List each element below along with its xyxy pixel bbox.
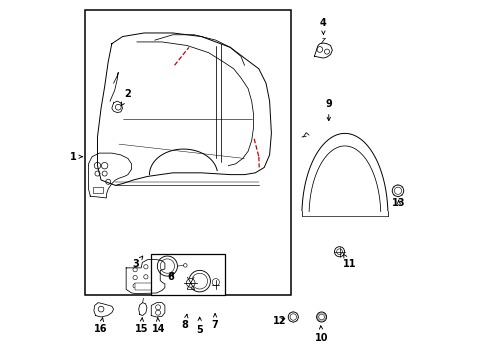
Bar: [93, 187, 102, 193]
Circle shape: [394, 187, 401, 194]
Circle shape: [336, 249, 342, 255]
Circle shape: [98, 306, 104, 312]
Circle shape: [102, 171, 107, 176]
Text: 3: 3: [133, 256, 142, 269]
Text: 1: 1: [70, 152, 82, 162]
Text: 12: 12: [272, 316, 286, 325]
Circle shape: [318, 314, 324, 320]
Circle shape: [316, 46, 322, 52]
Text: 10: 10: [314, 326, 327, 343]
Bar: [151, 254, 224, 296]
Circle shape: [133, 267, 137, 272]
Circle shape: [324, 49, 329, 54]
Circle shape: [101, 162, 108, 169]
Circle shape: [143, 284, 148, 288]
Circle shape: [133, 275, 137, 280]
Text: 6: 6: [166, 272, 173, 282]
Circle shape: [212, 279, 219, 286]
Text: 13: 13: [391, 198, 405, 208]
Circle shape: [391, 185, 403, 197]
Text: 15: 15: [134, 318, 148, 334]
Text: 11: 11: [342, 254, 356, 269]
Circle shape: [94, 162, 101, 169]
Circle shape: [191, 273, 207, 289]
Circle shape: [287, 312, 298, 322]
Text: 5: 5: [196, 317, 203, 334]
Bar: [135, 283, 151, 291]
Circle shape: [289, 314, 296, 320]
Circle shape: [183, 264, 187, 267]
Text: 16: 16: [93, 318, 107, 334]
Circle shape: [334, 247, 344, 257]
Circle shape: [155, 310, 160, 315]
Text: 4: 4: [319, 18, 326, 34]
Text: 2: 2: [121, 89, 131, 105]
Circle shape: [133, 284, 137, 288]
Bar: [85, 10, 290, 295]
Circle shape: [188, 270, 210, 292]
Text: 9: 9: [325, 99, 331, 121]
Circle shape: [316, 312, 326, 322]
Text: 7: 7: [211, 314, 218, 330]
Circle shape: [95, 171, 100, 176]
Circle shape: [143, 265, 148, 269]
Circle shape: [155, 305, 160, 310]
Circle shape: [105, 179, 110, 184]
Circle shape: [157, 256, 177, 276]
Circle shape: [186, 279, 195, 287]
Circle shape: [115, 104, 121, 110]
Circle shape: [143, 275, 148, 279]
Circle shape: [160, 259, 174, 273]
Text: 14: 14: [151, 318, 165, 334]
Text: 8: 8: [181, 314, 188, 330]
